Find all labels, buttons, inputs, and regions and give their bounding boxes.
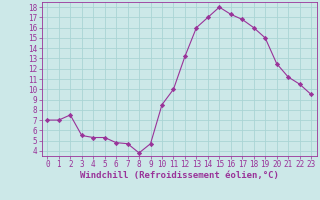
X-axis label: Windchill (Refroidissement éolien,°C): Windchill (Refroidissement éolien,°C) [80,171,279,180]
